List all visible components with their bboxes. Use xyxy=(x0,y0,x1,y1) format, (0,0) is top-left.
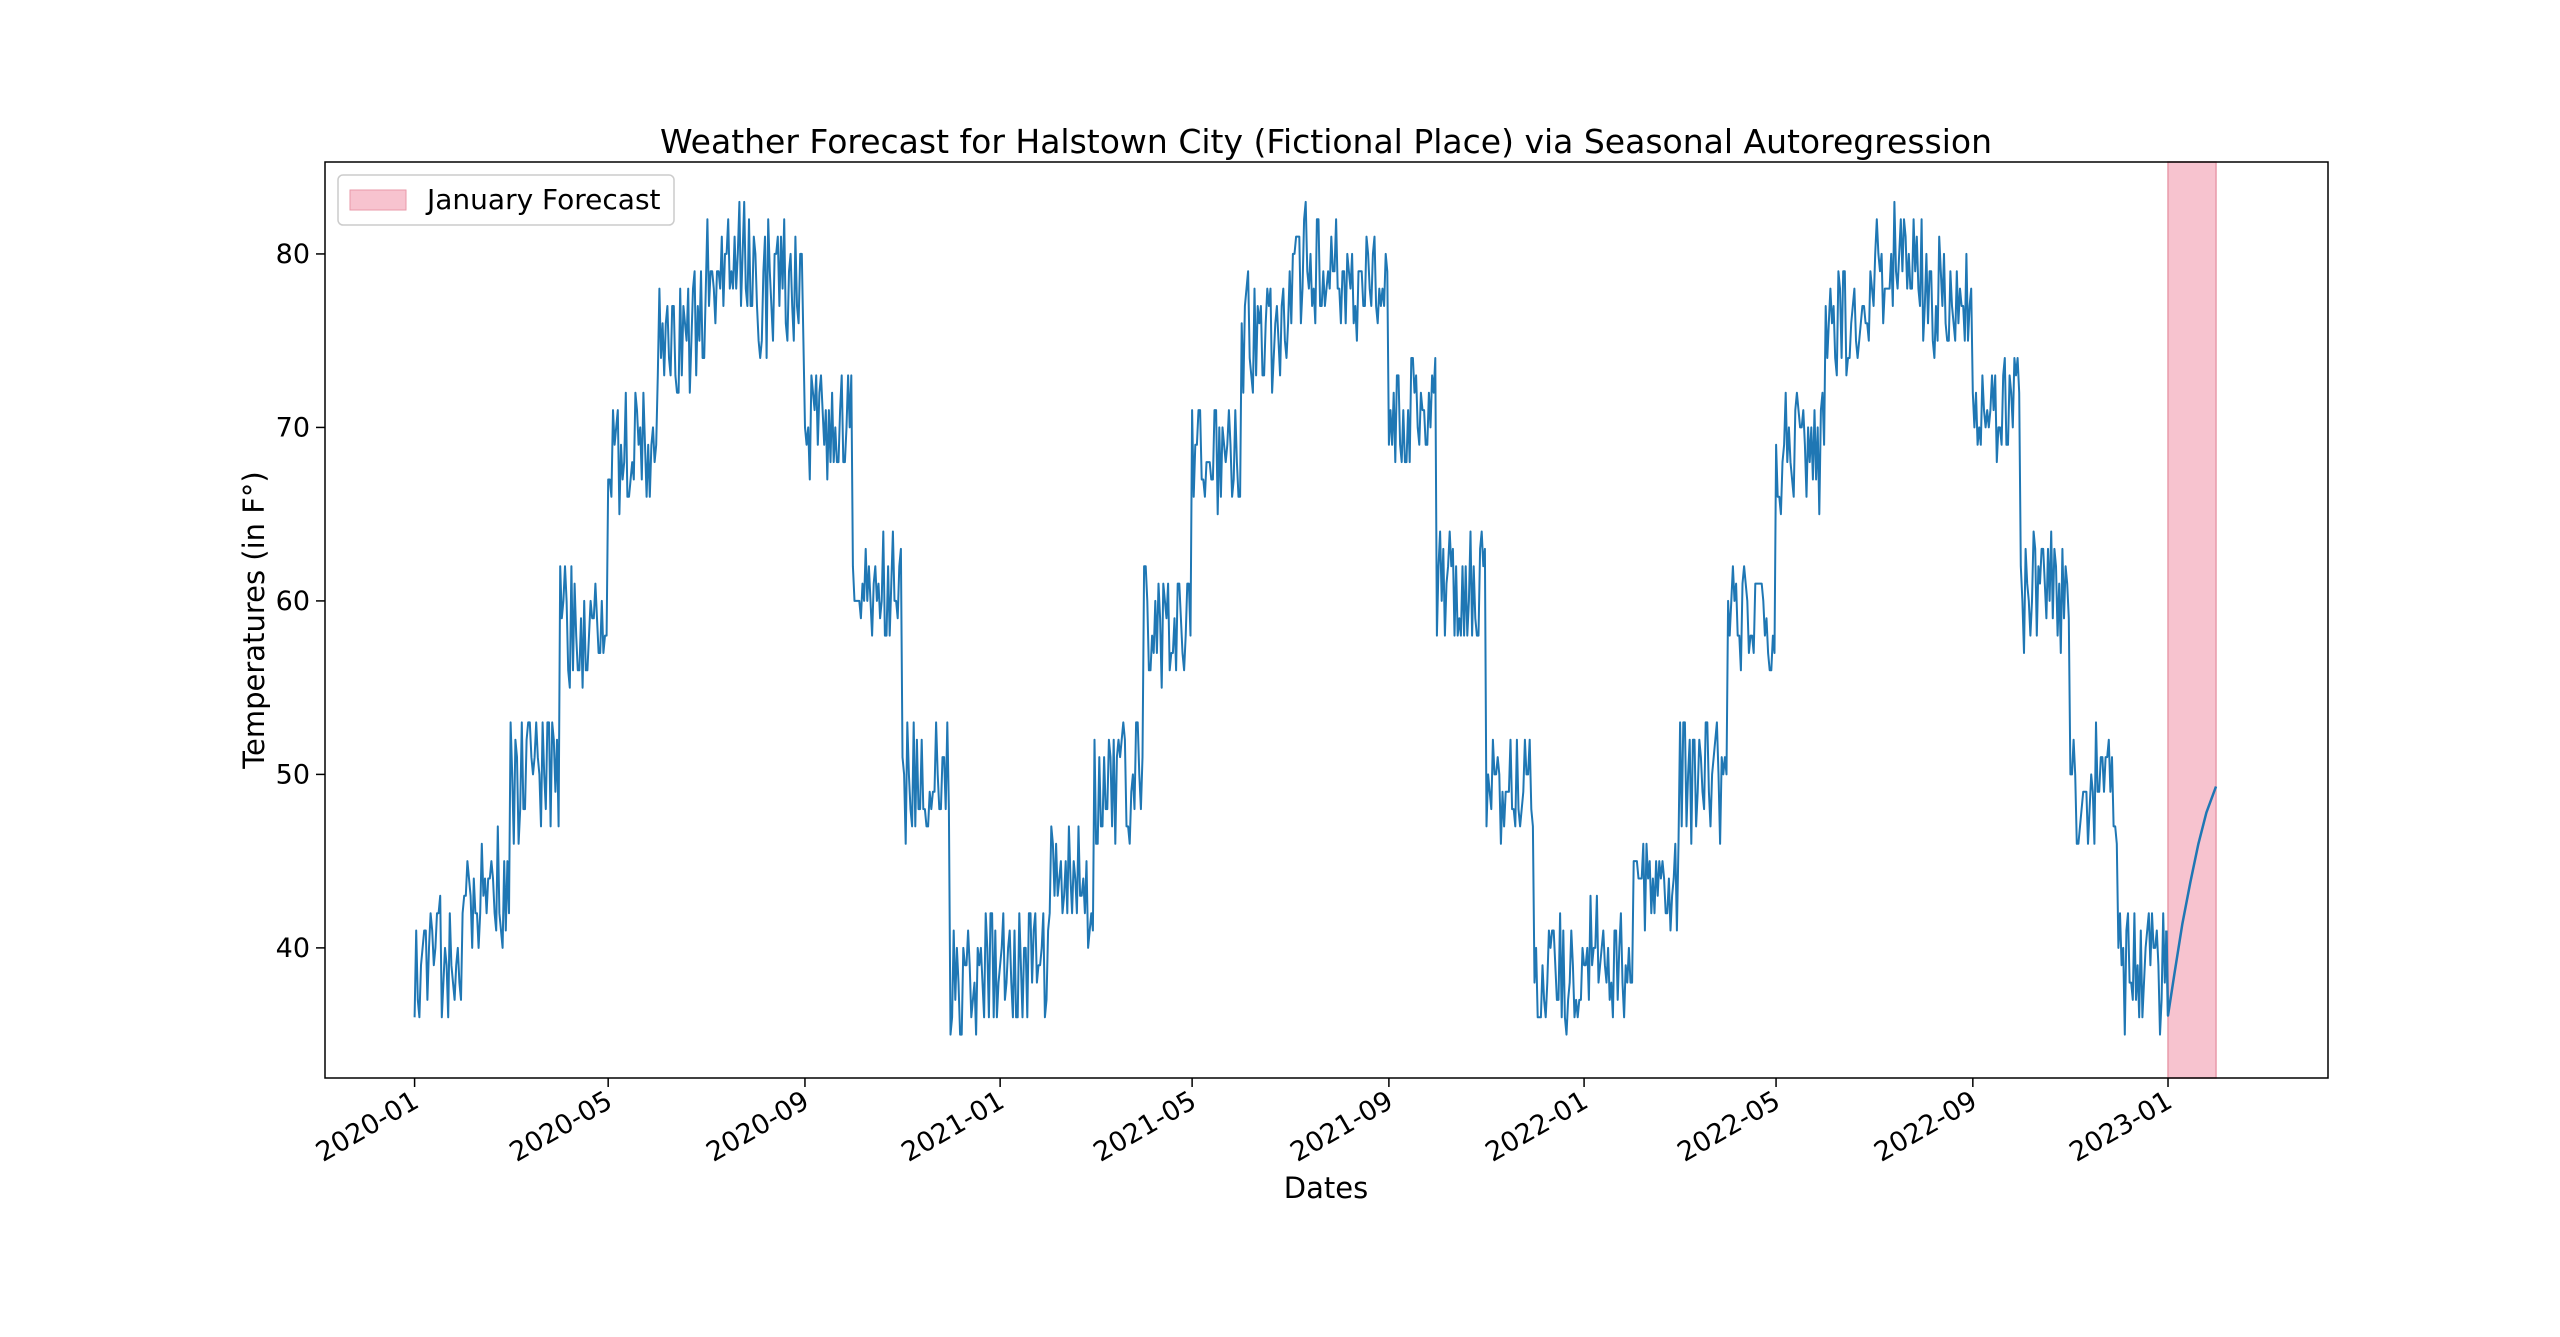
y-tick-label: 70 xyxy=(276,412,310,443)
y-tick-label: 60 xyxy=(276,586,310,617)
legend-box xyxy=(337,174,675,226)
y-axis-ticks: 40 50 60 70 80 xyxy=(276,239,325,964)
chart-title: Weather Forecast for Halstown City (Fict… xyxy=(660,122,1992,161)
series-layer xyxy=(413,200,2218,1036)
y-tick-label: 40 xyxy=(276,933,310,964)
legend: January Forecast xyxy=(337,174,675,226)
series-line-forecast xyxy=(2165,786,2218,1017)
legend-label-january-forecast: January Forecast xyxy=(425,183,661,216)
series-line-observed xyxy=(413,200,2168,1036)
forecast-shade-layer xyxy=(2167,161,2217,1079)
y-tick-label: 80 xyxy=(276,239,310,270)
y-tick-label: 50 xyxy=(276,759,310,790)
forecast-shaded-region xyxy=(2167,161,2217,1079)
y-axis-label: Temperatures (in F°) xyxy=(237,471,271,770)
x-axis-label: Dates xyxy=(1284,1171,1368,1205)
plot-frame xyxy=(324,161,2329,1079)
legend-swatch-january-forecast xyxy=(349,189,407,211)
